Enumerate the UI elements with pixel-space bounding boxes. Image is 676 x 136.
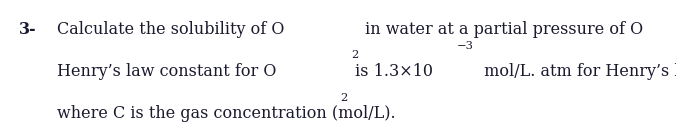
Text: Calculate the solubility of O: Calculate the solubility of O [57, 21, 285, 38]
Text: mol/L. atm for Henry’s law in the form C = kP,: mol/L. atm for Henry’s law in the form C… [479, 63, 676, 80]
Text: where C is the gas concentration (mol/L).: where C is the gas concentration (mol/L)… [57, 105, 396, 122]
Text: in water at a partial pressure of O: in water at a partial pressure of O [360, 21, 644, 38]
Text: is 1.3×10: is 1.3×10 [350, 63, 433, 80]
Text: −3: −3 [457, 41, 474, 51]
Text: 2: 2 [341, 93, 347, 103]
Text: 3-: 3- [19, 21, 37, 38]
Text: Henry’s law constant for O: Henry’s law constant for O [57, 63, 277, 80]
Text: 2: 2 [351, 50, 358, 61]
